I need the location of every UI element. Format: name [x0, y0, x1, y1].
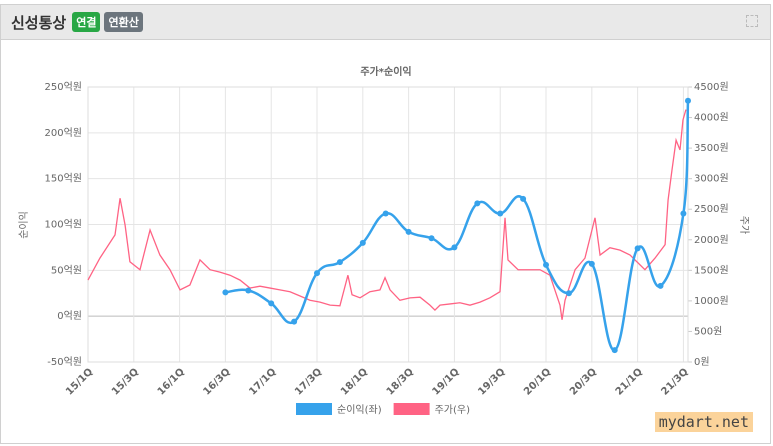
- y2-tick-label: 0원: [694, 356, 710, 368]
- legend-swatch: [393, 403, 430, 415]
- data-point: [565, 290, 572, 297]
- legend-label: 주가(우): [435, 404, 471, 416]
- y2-tick-label: 3500원: [694, 142, 729, 154]
- x-tick-label: 18/3Q: [385, 366, 416, 397]
- data-point: [634, 245, 641, 252]
- data-point: [359, 239, 366, 246]
- x-tick-label: 20/3Q: [568, 366, 599, 397]
- data-point: [405, 228, 412, 235]
- y2-tick-label: 1000원: [694, 295, 729, 307]
- series-line: [87, 109, 687, 320]
- x-tick-label: 17/1Q: [247, 366, 278, 397]
- y2-axis-title: 주가: [738, 216, 750, 234]
- legend-label: 순이익(좌): [337, 404, 382, 416]
- data-point: [428, 235, 435, 242]
- y-tick-label: 0억원: [57, 310, 82, 322]
- legend-swatch: [296, 403, 332, 415]
- y-tick-label: 150억원: [45, 173, 83, 185]
- y-tick-label: 50억원: [51, 264, 82, 276]
- data-point: [451, 244, 458, 251]
- x-tick-label: 20/1Q: [522, 366, 553, 397]
- data-point: [685, 97, 691, 104]
- x-tick-label: 15/1Q: [64, 366, 95, 397]
- data-point: [611, 347, 618, 354]
- series-line: [225, 100, 690, 352]
- y-axis-title: 순이익: [18, 211, 30, 239]
- y2-tick-label: 2500원: [694, 203, 729, 215]
- plot-frame: [87, 86, 689, 363]
- data-point: [222, 289, 229, 296]
- x-tick-label: 15/3Q: [110, 366, 141, 397]
- data-point: [336, 259, 343, 266]
- x-tick-label: 19/1Q: [431, 366, 462, 397]
- y2-tick-label: 2000원: [694, 234, 729, 246]
- y-tick-label: 250억원: [45, 81, 83, 93]
- y-tick-label: 200억원: [45, 127, 83, 139]
- company-name: 신성통상: [11, 13, 67, 32]
- data-point: [543, 261, 550, 268]
- data-point: [588, 260, 595, 267]
- y2-tick-label: 4500원: [694, 81, 729, 93]
- y2-tick-label: 1500원: [694, 264, 729, 276]
- data-point: [520, 195, 527, 202]
- x-tick-label: 21/1Q: [614, 366, 645, 397]
- y2-tick-label: 4000원: [694, 112, 729, 124]
- data-point: [474, 200, 481, 207]
- badge[interactable]: 연결: [72, 12, 101, 32]
- x-tick-label: 19/3Q: [476, 366, 507, 397]
- chart-title: 주가*순이익: [360, 65, 411, 78]
- x-tick-label: 17/3Q: [293, 366, 324, 397]
- data-point: [245, 287, 252, 294]
- x-tick-label: 18/1Q: [339, 366, 370, 397]
- data-point: [497, 210, 504, 217]
- data-point: [680, 210, 687, 217]
- x-tick-label: 16/3Q: [202, 366, 233, 397]
- y-tick-label: -50억원: [47, 356, 82, 368]
- data-point: [657, 282, 664, 289]
- badge[interactable]: 연환산: [104, 12, 143, 32]
- data-point: [291, 318, 298, 325]
- x-tick-label: 16/1Q: [156, 366, 187, 397]
- data-point: [314, 270, 321, 277]
- watermark: mydart.net: [654, 412, 753, 432]
- y2-tick-label: 500원: [694, 325, 722, 337]
- expand-icon[interactable]: [746, 15, 758, 27]
- y-tick-label: 100억원: [45, 219, 83, 231]
- y2-tick-label: 3000원: [694, 173, 729, 185]
- data-point: [382, 210, 389, 217]
- card-header: 신성통상 연결 연환산: [1, 5, 770, 40]
- data-point: [268, 300, 275, 307]
- x-tick-label: 21/3Q: [660, 366, 691, 397]
